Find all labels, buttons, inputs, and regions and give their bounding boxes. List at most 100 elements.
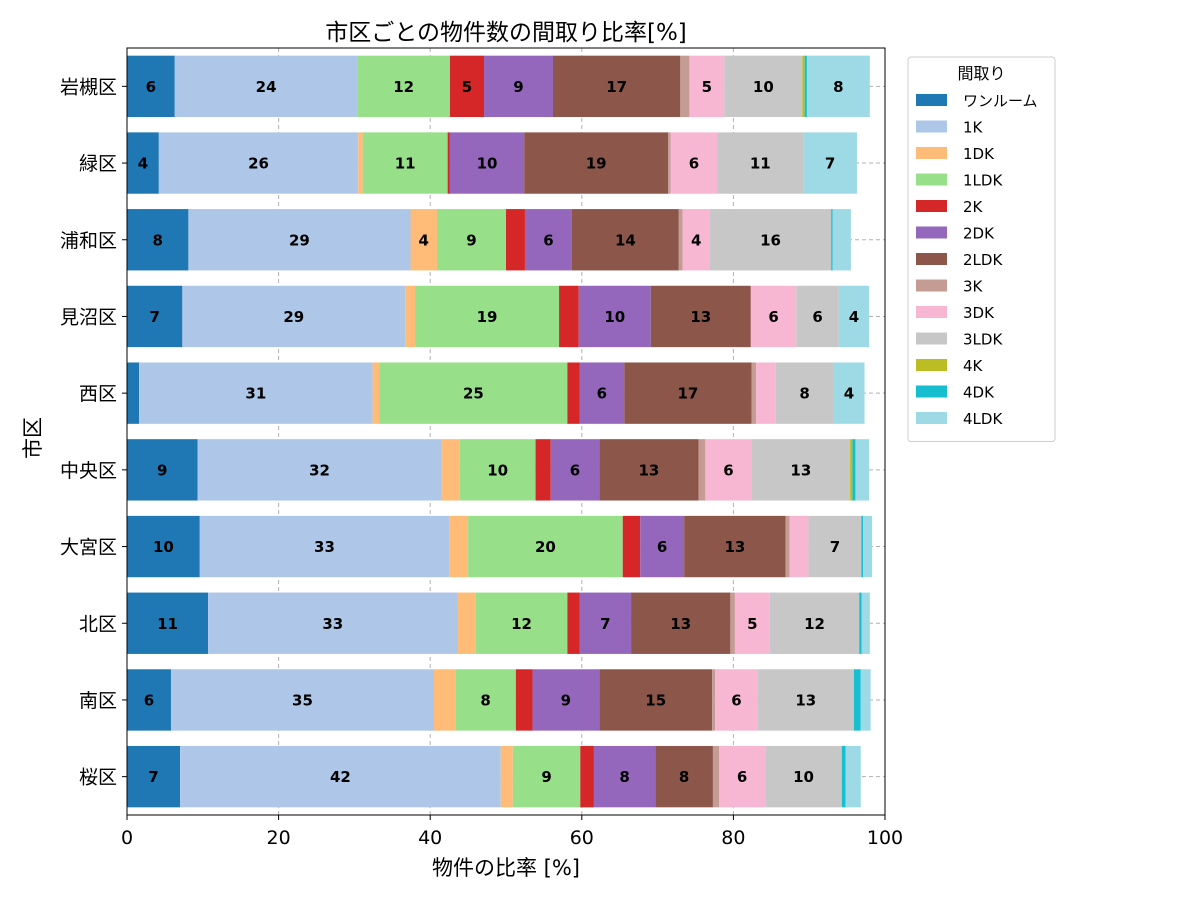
data-label: 17 bbox=[606, 78, 627, 96]
bar-segment bbox=[841, 745, 846, 808]
bar-segment bbox=[457, 592, 476, 654]
bar-segment bbox=[593, 745, 656, 808]
bar-segment bbox=[751, 439, 851, 501]
legend-swatch bbox=[916, 200, 947, 212]
bar-segment bbox=[127, 669, 171, 731]
bar-segment bbox=[859, 592, 862, 654]
data-label: 6 bbox=[768, 308, 778, 326]
bar-segment bbox=[358, 132, 363, 194]
data-label: 9 bbox=[561, 691, 571, 709]
data-label: 24 bbox=[256, 78, 277, 96]
bar-segment bbox=[127, 439, 198, 501]
data-label: 4 bbox=[691, 231, 701, 249]
data-label: 6 bbox=[144, 691, 154, 709]
bar-segment bbox=[806, 55, 870, 118]
bar-segment bbox=[182, 285, 406, 348]
data-label: 12 bbox=[804, 615, 825, 633]
data-label: 32 bbox=[309, 461, 330, 479]
bar-segment bbox=[718, 745, 766, 808]
bar-segment bbox=[405, 285, 416, 348]
data-label: 13 bbox=[795, 691, 816, 709]
bar-segment bbox=[631, 592, 731, 654]
data-label: 9 bbox=[466, 231, 476, 249]
data-label: 29 bbox=[283, 308, 304, 326]
legend-entry: 3LDK bbox=[963, 331, 1003, 349]
legend-swatch bbox=[916, 94, 947, 106]
bar-segment bbox=[803, 132, 857, 194]
bar-segment bbox=[535, 439, 551, 501]
data-label: 20 bbox=[535, 538, 556, 556]
bar-segment bbox=[449, 515, 469, 578]
x-tick-label: 100 bbox=[867, 827, 903, 849]
bar-segment bbox=[441, 439, 460, 501]
chart-title: 市区ごとの物件数の間取り比率[%] bbox=[325, 20, 687, 46]
legend-title: 間取り bbox=[957, 64, 1005, 83]
data-label: 13 bbox=[690, 308, 711, 326]
bar-segment bbox=[852, 439, 856, 501]
bar-segment bbox=[730, 592, 735, 654]
data-label: 8 bbox=[833, 78, 843, 96]
bar-segment bbox=[170, 669, 434, 731]
x-tick-label: 60 bbox=[570, 827, 594, 849]
bar-segment bbox=[750, 285, 797, 348]
bar-segment bbox=[845, 745, 861, 808]
bar-segment bbox=[860, 669, 871, 731]
bar-segment bbox=[709, 209, 832, 271]
bar-segment bbox=[433, 669, 456, 731]
bar-segment bbox=[668, 132, 671, 194]
legend-entry: 2K bbox=[963, 198, 984, 216]
bar-segment bbox=[640, 515, 685, 578]
data-label: 7 bbox=[830, 538, 840, 556]
bar-segment bbox=[139, 362, 373, 424]
bar-segment bbox=[449, 55, 485, 118]
x-tick-label: 0 bbox=[121, 827, 133, 849]
bar-segment bbox=[682, 209, 710, 271]
bar-segment bbox=[127, 285, 183, 348]
bar-segment bbox=[622, 515, 641, 578]
data-label: 5 bbox=[462, 78, 472, 96]
bar-segment bbox=[650, 285, 751, 348]
legend-swatch bbox=[916, 173, 947, 186]
bar-segment bbox=[599, 669, 713, 731]
data-label: 7 bbox=[600, 615, 610, 633]
data-label: 5 bbox=[747, 615, 757, 633]
bar-segment bbox=[524, 132, 669, 194]
bar-segment bbox=[863, 515, 873, 578]
bar-segment bbox=[484, 55, 553, 118]
bar-segment bbox=[861, 592, 870, 654]
bar-segment bbox=[127, 132, 159, 194]
y-tick-label: 南区 bbox=[79, 690, 117, 712]
legend-entry: 4LDK bbox=[963, 410, 1003, 428]
legend-swatch bbox=[916, 147, 947, 159]
data-label: 7 bbox=[825, 155, 835, 173]
data-label: 8 bbox=[152, 231, 162, 249]
data-label: 4 bbox=[844, 385, 854, 403]
data-label: 11 bbox=[157, 615, 178, 633]
bar-segment bbox=[775, 362, 834, 424]
bar-segment bbox=[571, 209, 679, 271]
legend-entry: 4K bbox=[963, 357, 984, 375]
bar-segment bbox=[670, 132, 718, 194]
data-label: 6 bbox=[543, 231, 553, 249]
bar-segment bbox=[415, 285, 560, 348]
data-label: 6 bbox=[723, 461, 733, 479]
bar-segment bbox=[449, 132, 525, 194]
bar-segment bbox=[127, 592, 209, 654]
data-label: 13 bbox=[670, 615, 691, 633]
x-axis-label: 物件の比率 [%] bbox=[432, 856, 580, 880]
bar-segment bbox=[624, 362, 752, 424]
bar-segment bbox=[831, 209, 833, 271]
data-label: 6 bbox=[146, 78, 156, 96]
data-label: 11 bbox=[750, 155, 771, 173]
bar-segment bbox=[459, 439, 536, 501]
bar-segment bbox=[802, 55, 805, 118]
data-label: 5 bbox=[702, 78, 712, 96]
bar-segment bbox=[552, 55, 681, 118]
data-label: 13 bbox=[638, 461, 659, 479]
bar-segment bbox=[567, 592, 580, 654]
data-label: 6 bbox=[657, 538, 667, 556]
data-label: 9 bbox=[157, 461, 167, 479]
data-label: 6 bbox=[570, 461, 580, 479]
bar-segment bbox=[127, 362, 140, 424]
data-label: 17 bbox=[677, 385, 698, 403]
